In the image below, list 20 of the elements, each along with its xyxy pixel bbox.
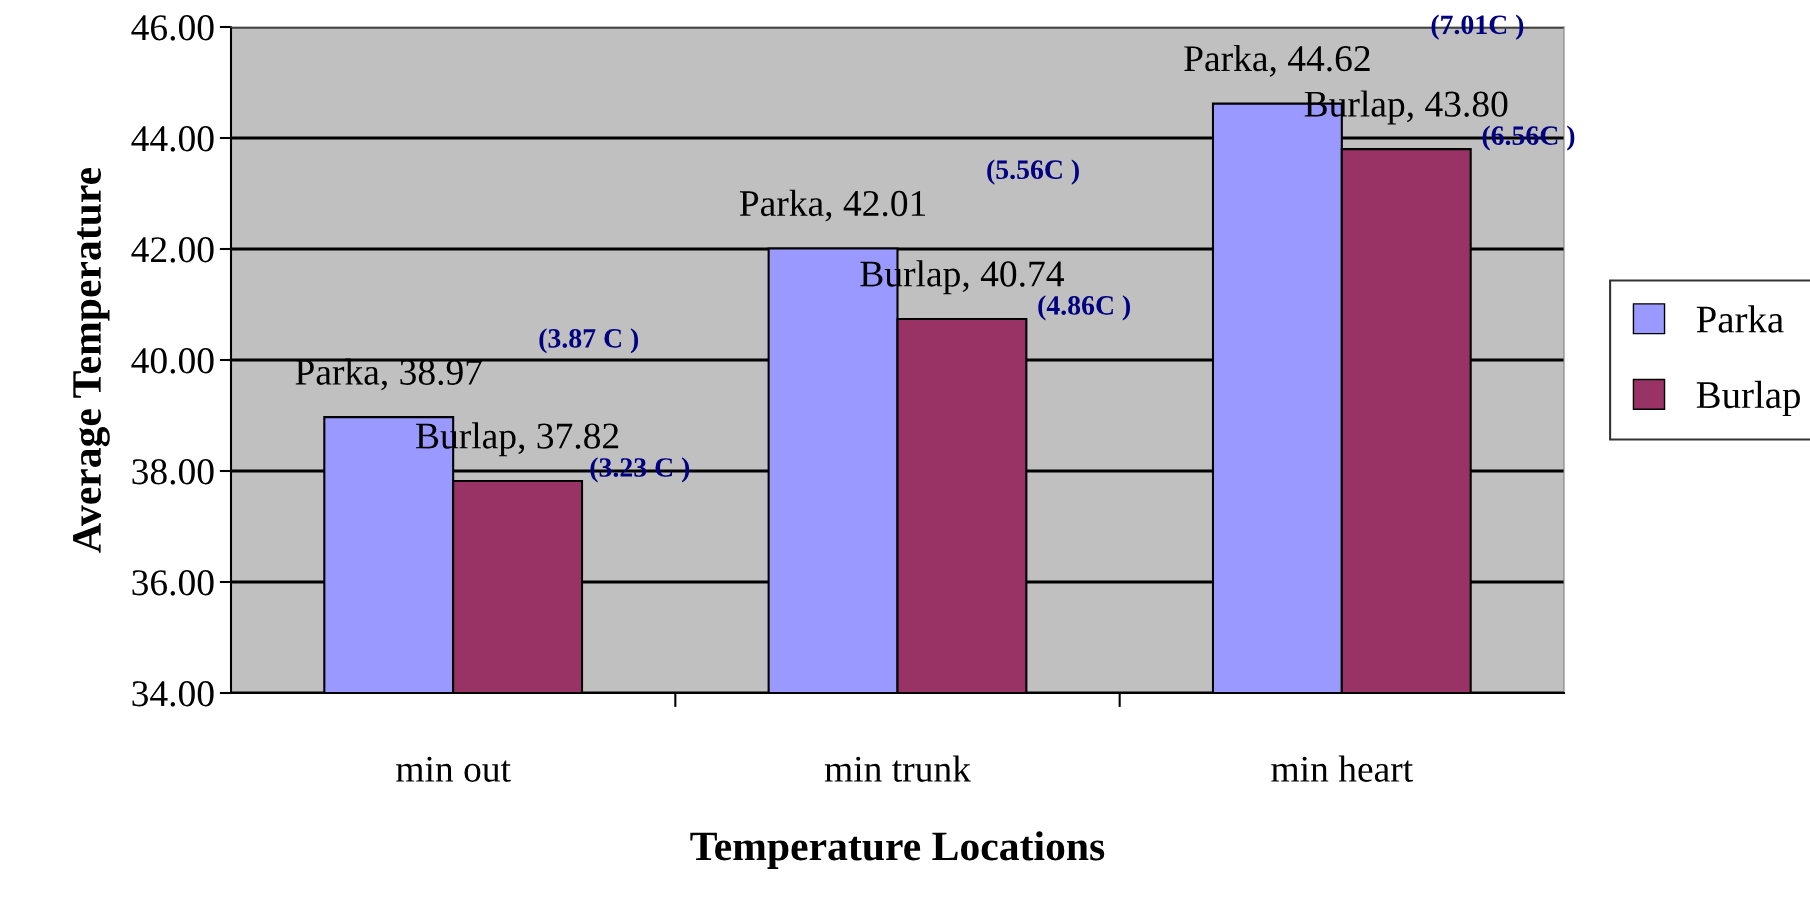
x-axis-title: Temperature Locations [690, 831, 1105, 869]
x-tick-label: min heart [1271, 755, 1413, 782]
y-tick-label: 34.00 [132, 681, 214, 707]
y-tick-label: 36.00 [132, 570, 214, 596]
y-tick-label: 46.00 [131, 15, 214, 41]
annotation: (3.87 C ) [539, 328, 639, 354]
y-axis-title: Average Temperature [73, 168, 110, 553]
data-label: Burlap, 43.80 [1304, 90, 1508, 125]
data-label: Parka, 42.01 [739, 189, 926, 222]
data-label: Parka, 44.62 [1184, 44, 1370, 77]
y-tick-label: 40.00 [131, 348, 214, 374]
y-tick-label: 44.00 [131, 126, 214, 152]
legend-label: Parka [1696, 305, 1784, 333]
y-tick-label: 38.00 [132, 459, 214, 485]
x-tick-label: min trunk [824, 755, 971, 782]
y-tick-label: 42.00 [131, 237, 214, 263]
legend-label: Burlap [1696, 380, 1800, 417]
x-tick-label: min out [396, 756, 511, 782]
annotation: (5.56C ) [987, 159, 1079, 185]
annotation: (4.86C ) [1038, 295, 1130, 321]
